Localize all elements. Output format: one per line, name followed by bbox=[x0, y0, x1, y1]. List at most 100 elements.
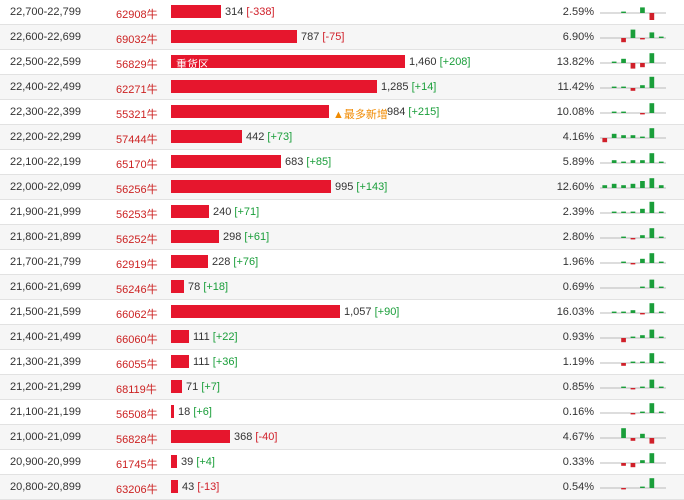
sparkline-bar bbox=[621, 338, 626, 343]
table-row[interactable]: 21,000-21,099 56828牛 368 [-40] 4.67% bbox=[0, 425, 684, 450]
table-row[interactable]: 21,300-21,399 66055牛 111 [+36] 1.19% bbox=[0, 350, 684, 375]
cbbc-code-link[interactable]: 56246牛 bbox=[116, 284, 158, 296]
cbbc-code-link[interactable]: 56256牛 bbox=[116, 184, 158, 196]
table-row[interactable]: 21,900-21,999 56253牛 240 [+71] 2.39% bbox=[0, 200, 684, 225]
volume-bar bbox=[171, 255, 208, 268]
table-row[interactable]: 21,700-21,799 62919牛 228 [+76] 1.96% bbox=[0, 250, 684, 275]
cbbc-code-link[interactable]: 65170牛 bbox=[116, 159, 158, 171]
table-row[interactable]: 22,100-22,199 65170牛 683 [+85] 5.89% bbox=[0, 150, 684, 175]
sparkline-bar bbox=[640, 386, 645, 388]
trend-sparkline bbox=[600, 403, 666, 415]
cbbc-code-link[interactable]: 61745牛 bbox=[116, 459, 158, 471]
table-row[interactable]: 21,600-21,699 56246牛 78 [+18] 0.69% bbox=[0, 275, 684, 300]
volume-change: [-13] bbox=[197, 481, 220, 493]
cbbc-code-link[interactable]: 57444牛 bbox=[116, 134, 158, 146]
sparkline-bar bbox=[630, 88, 636, 91]
volume-bar bbox=[171, 130, 242, 143]
sparkline-bar bbox=[658, 211, 664, 213]
sparkline-bar bbox=[649, 32, 655, 38]
sparkline-bar bbox=[630, 183, 636, 188]
volume-value: 995 [+143] bbox=[335, 181, 387, 193]
volume-change: [+85] bbox=[306, 156, 332, 168]
trend-sparkline bbox=[600, 478, 666, 490]
price-range-label: 21,000-21,099 bbox=[10, 431, 81, 443]
volume-number: 995 bbox=[335, 181, 354, 193]
sparkline-bar bbox=[621, 463, 626, 466]
volume-value: 111 [+22] bbox=[193, 331, 238, 343]
price-range-label: 22,200-22,299 bbox=[10, 131, 81, 143]
sparkline-bar bbox=[640, 361, 645, 363]
volume-number: 787 bbox=[301, 31, 320, 43]
sparkline-bar bbox=[658, 336, 664, 338]
price-range-label: 22,300-22,399 bbox=[10, 106, 81, 118]
sparkline-bar bbox=[658, 311, 664, 313]
cbbc-code-link[interactable]: 66055牛 bbox=[116, 359, 158, 371]
cbbc-code-link[interactable]: 56508牛 bbox=[116, 409, 158, 421]
cbbc-code-link[interactable]: 56253牛 bbox=[116, 209, 158, 221]
cbbc-code-link[interactable]: 56252牛 bbox=[116, 234, 158, 246]
table-row[interactable]: 22,200-22,299 57444牛 442 [+73] 4.16% bbox=[0, 125, 684, 150]
table-row[interactable]: 21,800-21,899 56252牛 298 [+61] 2.80% bbox=[0, 225, 684, 250]
cbbc-code-link[interactable]: 56828牛 bbox=[116, 434, 158, 446]
table-row[interactable]: 22,300-22,399 55321牛 ▲最多新增 984 [+215] 10.08% bbox=[0, 100, 684, 125]
cbbc-code-link[interactable]: 55321牛 bbox=[116, 109, 158, 121]
cbbc-code-link[interactable]: 62271牛 bbox=[116, 84, 158, 96]
cbbc-code-link[interactable]: 62919牛 bbox=[116, 259, 158, 271]
table-row[interactable]: 21,500-21,599 66062牛 1,057 [+90] 16.03% bbox=[0, 300, 684, 325]
sparkline-bar bbox=[640, 136, 645, 138]
price-range-label: 21,400-21,499 bbox=[10, 331, 81, 343]
sparkline-bar bbox=[640, 63, 645, 68]
percentage-value: 6.90% bbox=[562, 31, 594, 43]
cbbc-code-link[interactable]: 63206牛 bbox=[116, 484, 158, 496]
volume-change: [+143] bbox=[356, 181, 388, 193]
trend-sparkline bbox=[600, 178, 666, 189]
volume-value: 683 [+85] bbox=[285, 156, 331, 168]
table-row[interactable]: 21,100-21,199 56508牛 18 [+6] 0.16% bbox=[0, 400, 684, 425]
sparkline-bar bbox=[640, 335, 645, 338]
sparkline-bar bbox=[649, 353, 655, 363]
table-row[interactable]: 22,400-22,499 62271牛 1,285 [+14] 11.42% bbox=[0, 75, 684, 100]
table-row[interactable]: 21,400-21,499 66060牛 111 [+22] 0.93% bbox=[0, 325, 684, 350]
sparkline-bar bbox=[640, 286, 645, 288]
cbbc-code-link[interactable]: 69032牛 bbox=[116, 34, 158, 46]
table-row[interactable]: 22,000-22,099 56256牛 995 [+143] 12.60% bbox=[0, 175, 684, 200]
cbbc-code-link[interactable]: 66062牛 bbox=[116, 309, 158, 321]
sparkline-bar bbox=[640, 411, 645, 413]
sparkline-bar bbox=[640, 313, 645, 315]
sparkline-bar bbox=[621, 261, 626, 263]
volume-value: 240 [+71] bbox=[213, 206, 259, 218]
sparkline-bar bbox=[621, 185, 626, 188]
table-row[interactable]: 21,200-21,299 68119牛 71 [+7] 0.85% bbox=[0, 375, 684, 400]
sparkline-bar bbox=[630, 238, 636, 240]
sparkline-bar bbox=[611, 211, 617, 213]
cbbc-code-link[interactable]: 56829牛 bbox=[116, 59, 158, 71]
cbbc-code-link[interactable]: 66060牛 bbox=[116, 334, 158, 346]
cbbc-code-link[interactable]: 68119牛 bbox=[116, 384, 157, 396]
sparkline-bar bbox=[630, 388, 636, 390]
price-range-label: 21,500-21,599 bbox=[10, 306, 81, 318]
volume-bar bbox=[171, 305, 340, 318]
sparkline-bar bbox=[649, 438, 655, 444]
sparkline-bar bbox=[649, 403, 655, 413]
volume-number: 314 bbox=[225, 6, 244, 18]
table-row[interactable]: 22,700-22,799 62908牛 314 [-338] 2.59% bbox=[0, 0, 684, 25]
percentage-value: 16.03% bbox=[556, 306, 594, 318]
sparkline-bar bbox=[630, 63, 636, 69]
price-range-label: 20,800-20,899 bbox=[10, 481, 81, 493]
volume-value: 39 [+4] bbox=[181, 456, 215, 468]
cbbc-code-link[interactable]: 62908牛 bbox=[116, 9, 158, 21]
price-range-label: 22,600-22,699 bbox=[10, 31, 81, 43]
zone-label: 重货区 bbox=[176, 59, 209, 71]
table-row[interactable]: 22,500-22,599 56829牛 重货区 1,460 [+208] 13.82% bbox=[0, 50, 684, 75]
volume-change: [-75] bbox=[322, 31, 345, 43]
percentage-value: 5.89% bbox=[562, 156, 594, 168]
table-row[interactable]: 20,800-20,899 63206牛 43 [-13] 0.54% bbox=[0, 475, 684, 500]
sparkline-bar bbox=[611, 311, 617, 313]
table-row[interactable]: 20,900-20,999 61745牛 39 [+4] 0.33% bbox=[0, 450, 684, 475]
price-range-label: 21,300-21,399 bbox=[10, 356, 81, 368]
volume-bar bbox=[171, 355, 189, 368]
table-row[interactable]: 22,600-22,699 69032牛 787 [-75] 6.90% bbox=[0, 25, 684, 50]
sparkline-bar bbox=[658, 236, 664, 238]
sparkline-bar bbox=[640, 486, 645, 488]
